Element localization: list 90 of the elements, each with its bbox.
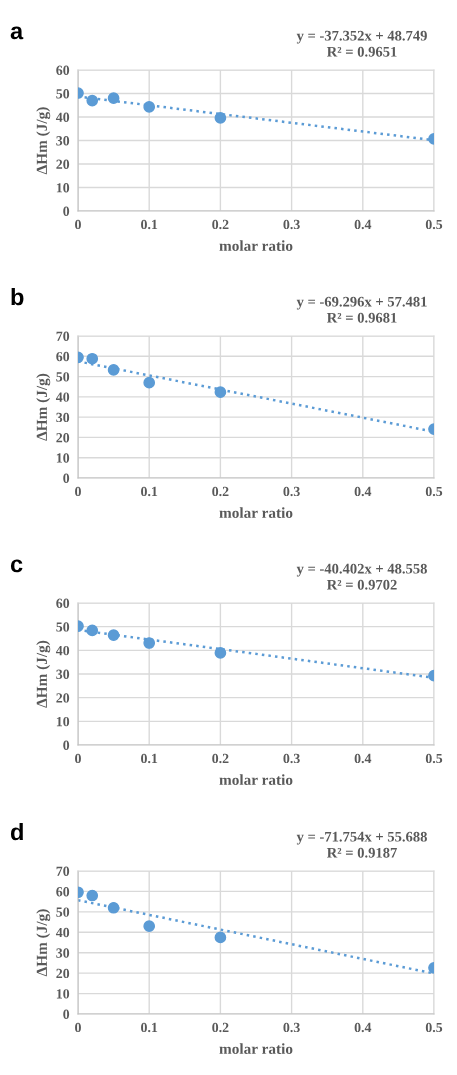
- x-tick-label: 0: [75, 1022, 81, 1033]
- y-axis-title: ΔHm (J/g): [36, 373, 51, 441]
- x-tick-label: 0.1: [141, 1022, 158, 1033]
- text: y = -71.754x + 55.688: [296, 831, 427, 845]
- x-tick-label: 0.1: [141, 753, 158, 764]
- x-tick-label: 0.4: [354, 1022, 372, 1033]
- x-tick-label: 0.3: [283, 219, 300, 230]
- x-axis-title: molar ratio: [219, 774, 293, 786]
- y-axis-title: ΔHm (J/g): [36, 909, 51, 977]
- y-tick-label: 0: [63, 206, 70, 216]
- y-axis-title: ΔHm (J/g): [36, 107, 51, 175]
- point: [107, 92, 120, 105]
- text: R² = 0.9651: [326, 46, 397, 57]
- x-tick-label: 0: [75, 753, 81, 764]
- point: [143, 376, 156, 389]
- y-tick-label: 0: [63, 1009, 70, 1019]
- y-axis-title: ΔHm (J/g): [36, 640, 51, 708]
- x-tick-label: 0.2: [212, 1022, 229, 1033]
- point: [214, 112, 227, 124]
- x-tick-label: 0.1: [141, 486, 158, 497]
- point: [86, 352, 99, 365]
- y-tick-label: 0: [63, 740, 70, 750]
- point: [214, 647, 227, 659]
- point: [86, 889, 99, 902]
- point: [107, 629, 120, 642]
- chart-title: d: [10, 822, 23, 841]
- text: R² = 0.9681: [326, 312, 397, 323]
- y-tick-label: 40: [55, 112, 70, 122]
- chart-title: c: [10, 559, 23, 573]
- x-axis-title: molar ratio: [219, 507, 293, 519]
- x-tick-label: 0.3: [283, 1022, 300, 1033]
- x-tick-label: 0.5: [425, 219, 443, 230]
- point: [107, 364, 120, 376]
- point: [143, 101, 156, 113]
- x-axis-title: molar ratio: [219, 240, 293, 252]
- y-tick-label: 50: [56, 622, 70, 632]
- y-tick-label: 10: [56, 989, 70, 999]
- y-tick-label: 20: [56, 693, 70, 703]
- x-tick-label: 0.5: [425, 486, 443, 497]
- x-tick-label: 0.4: [354, 753, 372, 764]
- text: y = -40.402x + 48.558: [296, 563, 427, 577]
- y-tick-label: 10: [56, 183, 70, 193]
- x-tick-label: 0.4: [354, 219, 372, 230]
- y-tick-label: 20: [56, 433, 70, 443]
- y-tick-label: 50: [56, 907, 70, 917]
- y-tick-label: 30: [56, 948, 70, 958]
- y-tick-label: 40: [55, 645, 70, 656]
- text: R² = 0.9187: [326, 847, 397, 858]
- text: y = -37.352x + 48.749: [296, 30, 427, 44]
- text: R² = 0.9702: [326, 579, 397, 590]
- point: [107, 901, 120, 914]
- y-tick-label: 60: [56, 598, 70, 608]
- point: [214, 386, 227, 399]
- x-tick-label: 0.5: [425, 753, 443, 764]
- point: [86, 624, 99, 637]
- y-tick-label: 30: [56, 412, 70, 423]
- x-tick-label: 0: [75, 219, 81, 230]
- y-tick-label: 30: [56, 669, 70, 679]
- y-tick-label: 70: [56, 331, 70, 341]
- y-tick-label: 40: [55, 392, 70, 402]
- x-tick-label: 0.2: [212, 486, 229, 497]
- y-tick-label: 10: [56, 716, 70, 727]
- y-tick-label: 20: [56, 159, 70, 169]
- point: [143, 920, 156, 933]
- text: y = -69.296x + 57.481: [296, 296, 427, 310]
- y-tick-label: 40: [55, 927, 70, 938]
- y-tick-label: 70: [56, 866, 70, 876]
- point: [214, 931, 227, 944]
- y-tick-label: 60: [56, 65, 70, 75]
- y-tick-label: 30: [56, 136, 70, 146]
- chart-title: a: [10, 26, 24, 40]
- y-tick-label: 0: [63, 473, 70, 483]
- x-tick-label: 0.1: [141, 219, 158, 230]
- x-tick-label: 0.2: [212, 753, 229, 764]
- x-tick-label: 0.3: [283, 486, 300, 497]
- chart-title: b: [11, 287, 24, 306]
- x-axis-title: molar ratio: [219, 1043, 293, 1055]
- x-tick-label: 0: [75, 486, 81, 497]
- y-tick-label: 50: [56, 372, 70, 382]
- x-tick-label: 0.5: [425, 1022, 443, 1033]
- y-tick-label: 60: [56, 351, 70, 362]
- x-tick-label: 0.2: [212, 219, 229, 230]
- x-tick-label: 0.3: [283, 753, 300, 764]
- point: [143, 637, 156, 649]
- x-tick-label: 0.4: [354, 486, 372, 497]
- point: [86, 94, 99, 107]
- y-tick-label: 20: [56, 968, 70, 979]
- y-tick-label: 60: [56, 887, 70, 897]
- y-tick-label: 10: [56, 453, 70, 463]
- y-tick-label: 50: [56, 89, 70, 99]
